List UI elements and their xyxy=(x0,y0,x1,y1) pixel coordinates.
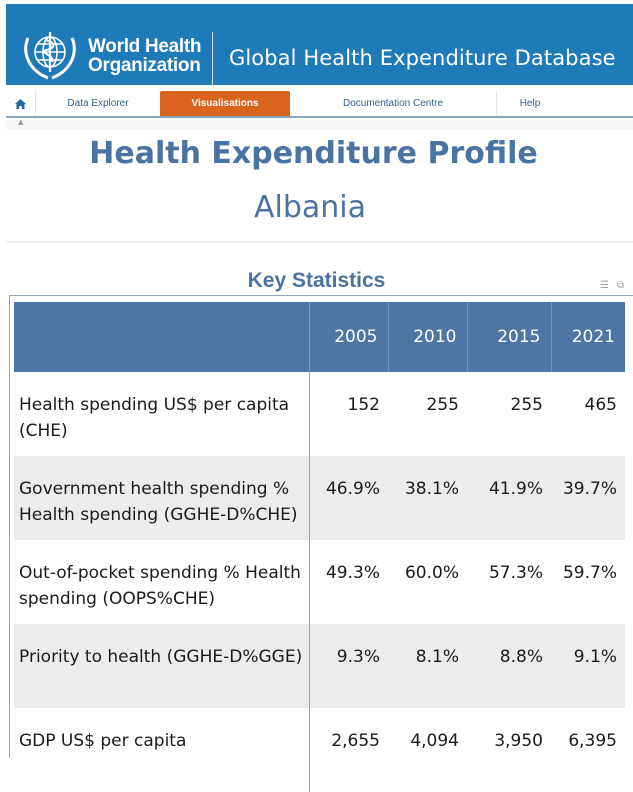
cell-value: 255 xyxy=(510,395,543,415)
table-row: Priority to health (GGHE-D%GGE) 9.3% 8.1… xyxy=(14,624,625,708)
table-frame xyxy=(9,295,633,758)
column-header-2010[interactable]: 2010 xyxy=(388,302,468,372)
nav-item-visualisations[interactable]: Visualisations xyxy=(160,91,290,116)
row-label: Out-of-pocket spending % Health spending… xyxy=(14,540,310,624)
cell-value: 6,395 xyxy=(568,731,617,751)
cell-value: 46.9% xyxy=(309,456,388,540)
column-header-2015[interactable]: 2015 xyxy=(467,302,552,372)
visual-toolbar: ☰ ⧉ xyxy=(600,280,624,291)
cell-value: 57.3% xyxy=(488,563,543,583)
who-emblem-icon[interactable] xyxy=(18,26,82,84)
home-icon xyxy=(15,98,26,109)
cell-value: 38.1% xyxy=(388,456,467,540)
cell-value: 60.0% xyxy=(404,563,459,583)
table-row: GDP US$ per capita 2,655 4,094 3,950 6,3… xyxy=(14,708,625,792)
banner-divider xyxy=(212,32,213,86)
cell-value: 49.3% xyxy=(325,563,380,583)
focus-mode-icon[interactable]: ⧉ xyxy=(616,280,625,291)
nav-item-data-explorer[interactable]: Data Explorer xyxy=(67,98,129,109)
main-nav: Data Explorer Visualisations Documentati… xyxy=(6,91,633,118)
table-row: Government health spending % Health spen… xyxy=(14,456,625,540)
country-name: Albania xyxy=(253,190,367,225)
row-label: Government health spending % Health spen… xyxy=(14,456,310,540)
cell-value: 8.8% xyxy=(467,624,551,708)
sub-toolbar: ▲ xyxy=(6,118,633,130)
column-header-2005[interactable]: 2005 xyxy=(309,302,389,372)
filter-icon[interactable]: ☰ xyxy=(600,280,609,291)
page-title: Health Expenditure Profile xyxy=(89,136,538,171)
cell-value: 3,950 xyxy=(494,731,543,751)
key-statistics-table: 2005 2010 2015 2021 Health spending US$ … xyxy=(14,302,625,792)
cell-value: 8.1% xyxy=(388,624,467,708)
cell-value: 152 xyxy=(347,395,380,415)
row-label: Health spending US$ per capita (CHE) xyxy=(14,372,310,456)
site-banner: World Health Organization Global Health … xyxy=(6,4,633,86)
cell-value: 2,655 xyxy=(331,731,380,751)
column-header-2021[interactable]: 2021 xyxy=(551,302,625,372)
column-header-indicator[interactable] xyxy=(14,302,310,372)
nav-item-help[interactable]: Help xyxy=(519,98,541,109)
cell-value: 41.9% xyxy=(467,456,551,540)
cell-value: 39.7% xyxy=(551,456,625,540)
key-statistics-title: Key Statistics xyxy=(247,269,386,292)
nav-separator xyxy=(496,91,497,116)
nav-item-documentation-centre[interactable]: Documentation Centre xyxy=(342,98,444,109)
org-name-line2: Organization xyxy=(88,55,201,76)
table-row: Out-of-pocket spending % Health spending… xyxy=(14,540,625,624)
row-label: GDP US$ per capita xyxy=(14,708,310,792)
cell-value: 59.7% xyxy=(562,563,617,583)
cell-value: 465 xyxy=(584,395,617,415)
cell-value: 9.3% xyxy=(309,624,388,708)
cell-value: 255 xyxy=(426,395,459,415)
cell-value: 4,094 xyxy=(410,731,459,751)
org-name-line1: World Health xyxy=(88,36,202,57)
row-label: Priority to health (GGHE-D%GGE) xyxy=(14,624,310,708)
table-row: Health spending US$ per capita (CHE) 152… xyxy=(14,372,625,456)
table-header-row: 2005 2010 2015 2021 xyxy=(14,302,625,372)
who-wordmark[interactable]: World Health Organization xyxy=(88,36,202,76)
nav-home[interactable] xyxy=(6,91,36,116)
section-divider xyxy=(6,241,633,243)
app-title: Global Health Expenditure Database xyxy=(229,46,616,70)
cell-value: 9.1% xyxy=(551,624,625,708)
collapse-caret-icon[interactable]: ▲ xyxy=(18,118,24,126)
